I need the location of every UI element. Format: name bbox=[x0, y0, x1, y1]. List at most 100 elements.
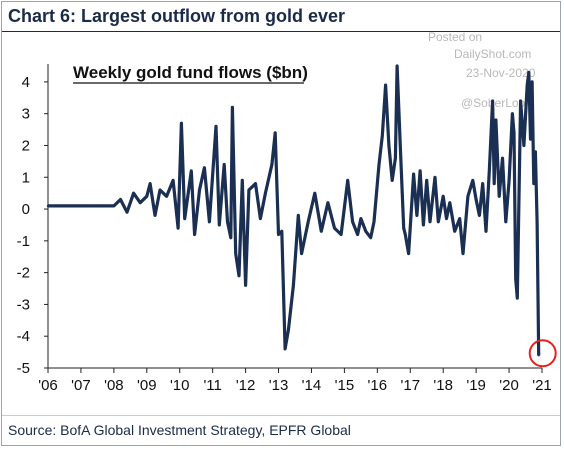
series-point bbox=[395, 64, 399, 68]
x-tick-label: '12 bbox=[236, 377, 256, 394]
series-point bbox=[484, 230, 488, 233]
header-band: Chart 6: Largest outflow from gold ever bbox=[2, 2, 560, 32]
series-point bbox=[96, 204, 99, 208]
x-tick-label: '10 bbox=[170, 377, 190, 394]
series-point bbox=[203, 166, 206, 169]
series-point bbox=[504, 220, 507, 223]
series-point bbox=[512, 131, 516, 134]
series-point bbox=[433, 176, 437, 179]
series-point bbox=[132, 191, 135, 195]
series-point bbox=[390, 179, 394, 182]
series-point bbox=[283, 347, 287, 351]
y-tick-label: 2 bbox=[22, 137, 30, 154]
series-point bbox=[198, 188, 201, 192]
y-tick-label: 4 bbox=[22, 74, 30, 91]
series-point bbox=[425, 179, 428, 182]
series-point bbox=[466, 195, 470, 198]
series-point bbox=[79, 204, 83, 208]
y-tick-label: 3 bbox=[22, 106, 30, 123]
series-point bbox=[241, 179, 244, 182]
series-point bbox=[306, 220, 310, 223]
y-tick-label: -1 bbox=[17, 233, 30, 250]
series-point bbox=[369, 236, 372, 239]
series-point bbox=[326, 201, 330, 204]
series-line bbox=[48, 64, 541, 356]
series-point bbox=[208, 220, 211, 223]
series-point bbox=[532, 182, 535, 185]
series-point bbox=[384, 83, 387, 87]
series-point bbox=[247, 188, 251, 192]
series-group bbox=[46, 64, 541, 357]
series-point bbox=[171, 179, 175, 182]
series-point bbox=[407, 252, 410, 255]
series-point bbox=[448, 201, 451, 204]
series-point bbox=[453, 230, 456, 233]
series-point bbox=[46, 204, 50, 208]
series-point bbox=[139, 201, 142, 204]
series-point bbox=[516, 296, 519, 300]
record-outflow-circle bbox=[528, 339, 557, 368]
series-point bbox=[399, 147, 402, 150]
series-point bbox=[519, 99, 522, 103]
series-point bbox=[404, 233, 407, 236]
series-point bbox=[488, 169, 491, 173]
series-point bbox=[381, 134, 384, 138]
series-point bbox=[537, 354, 540, 357]
series-point bbox=[494, 118, 498, 122]
series-point bbox=[214, 125, 218, 128]
series-point bbox=[377, 163, 381, 166]
series-point bbox=[356, 233, 359, 236]
inner-chart-title: Weekly gold fund flows ($bn) bbox=[73, 63, 308, 82]
series-point bbox=[372, 220, 376, 223]
series-point bbox=[287, 328, 290, 332]
series-point bbox=[180, 122, 183, 125]
series-point bbox=[402, 226, 405, 230]
series-point bbox=[153, 214, 157, 217]
series-point bbox=[297, 214, 300, 217]
series-point bbox=[491, 99, 494, 103]
series-point bbox=[333, 226, 336, 230]
series-point bbox=[442, 195, 445, 198]
axes: 4 3 2 1 0 -1 -2 -3 -4 -5 '06 '07 '08 '09 '10 '11 '12 '13 '… bbox=[17, 64, 552, 394]
series-point bbox=[229, 236, 232, 239]
series-point bbox=[264, 191, 267, 195]
x-tick-label: '18 bbox=[433, 377, 453, 394]
series-point bbox=[148, 182, 152, 185]
y-tick-label: -4 bbox=[17, 328, 30, 345]
series-point bbox=[422, 223, 425, 227]
series-point bbox=[145, 195, 148, 198]
series-point bbox=[387, 144, 391, 147]
x-tick-label: '11 bbox=[203, 377, 221, 394]
watermark-posted-on: Posted on bbox=[428, 30, 483, 44]
series-point bbox=[527, 71, 531, 74]
series-point bbox=[119, 198, 122, 201]
series-point bbox=[445, 217, 448, 220]
x-tick-label: '20 bbox=[499, 377, 519, 394]
series-point bbox=[244, 284, 247, 287]
annotation-group bbox=[528, 339, 557, 368]
y-tick-label: 1 bbox=[22, 169, 30, 186]
series-point bbox=[461, 252, 465, 255]
series-point bbox=[313, 191, 316, 195]
x-tick-label: '21 bbox=[532, 377, 552, 394]
x-tick-label: '17 bbox=[400, 377, 420, 394]
series-point bbox=[125, 211, 129, 214]
series-point bbox=[274, 131, 277, 134]
series-point bbox=[497, 195, 501, 198]
series-point bbox=[529, 137, 532, 141]
series-point bbox=[292, 284, 295, 287]
x-tick-label: '06 bbox=[38, 377, 58, 394]
series-point bbox=[63, 204, 66, 208]
title-rule bbox=[2, 31, 560, 32]
x-tick-label: '07 bbox=[71, 377, 91, 394]
x-tick-label: '15 bbox=[335, 377, 355, 394]
watermark-date: 23-Nov-2020 bbox=[466, 66, 536, 80]
series-point bbox=[415, 214, 419, 217]
series-point bbox=[158, 188, 162, 192]
series-point bbox=[522, 144, 526, 147]
series-point bbox=[474, 198, 478, 201]
series-point bbox=[437, 220, 440, 223]
y-tick-label: -3 bbox=[17, 296, 30, 313]
x-tick-label: '13 bbox=[269, 377, 289, 394]
